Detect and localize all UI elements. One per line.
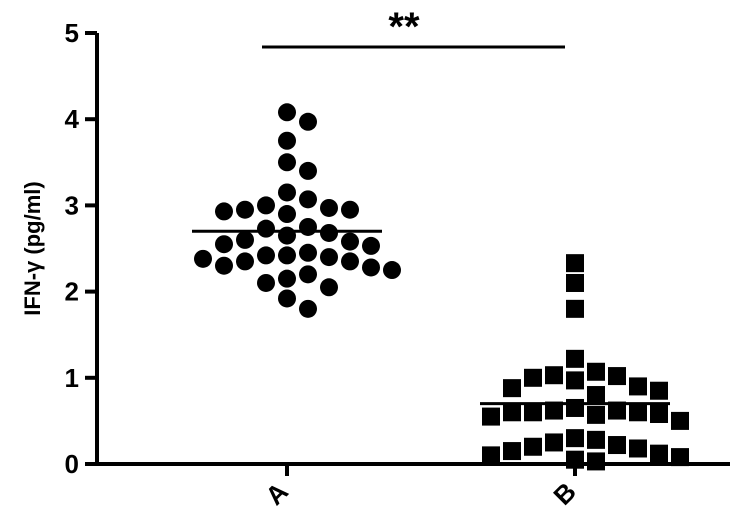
- data-point-A: [341, 252, 359, 271]
- x-tick-label: B: [547, 476, 581, 510]
- data-point-B: [587, 430, 605, 449]
- annotations: **: [262, 5, 565, 49]
- data-point-B: [524, 368, 542, 387]
- data-point-B: [503, 442, 521, 461]
- data-point-B: [566, 349, 584, 368]
- data-point-A: [278, 205, 296, 224]
- data-point-A: [320, 223, 338, 242]
- data-point-B: [608, 436, 626, 455]
- y-tick-label: 0: [65, 449, 79, 479]
- data-point-B: [503, 403, 521, 422]
- data-point-A: [383, 261, 401, 280]
- data-point-B: [587, 452, 605, 471]
- y-tick-label: 1: [65, 363, 79, 393]
- data-point-B: [566, 450, 584, 469]
- data-point-A: [299, 161, 317, 180]
- data-point-B: [671, 448, 689, 467]
- data-point-A: [194, 249, 212, 268]
- y-tick-label: 5: [65, 18, 79, 48]
- data-point-B: [545, 366, 563, 385]
- data-point-B: [545, 433, 563, 452]
- data-point-A: [299, 265, 317, 284]
- data-points: [192, 103, 689, 471]
- data-point-A: [341, 200, 359, 219]
- data-point-A: [299, 217, 317, 236]
- data-point-A: [362, 258, 380, 277]
- data-point-B: [629, 403, 647, 422]
- data-point-A: [257, 219, 275, 238]
- significance-label: **: [388, 5, 420, 49]
- data-point-B: [566, 299, 584, 318]
- data-point-B: [629, 439, 647, 458]
- x-tick-label: A: [259, 476, 294, 511]
- data-point-A: [362, 236, 380, 255]
- data-point-B: [566, 254, 584, 273]
- data-point-A: [278, 246, 296, 265]
- data-point-A: [320, 248, 338, 267]
- data-point-A: [320, 198, 338, 217]
- y-axis-title: IFN-γ (pg/ml): [20, 181, 45, 315]
- data-point-B: [587, 405, 605, 424]
- data-point-B: [482, 407, 500, 426]
- data-point-B: [524, 437, 542, 456]
- data-point-A: [278, 153, 296, 172]
- data-point-A: [278, 183, 296, 202]
- data-point-A: [278, 103, 296, 122]
- y-tick-label: 2: [65, 277, 79, 307]
- data-point-B: [650, 381, 668, 400]
- data-point-A: [215, 235, 233, 254]
- data-point-B: [524, 403, 542, 422]
- data-point-B: [566, 273, 584, 292]
- data-point-A: [278, 289, 296, 308]
- data-point-B: [566, 398, 584, 417]
- data-point-B: [650, 444, 668, 463]
- data-point-B: [587, 362, 605, 381]
- data-point-A: [257, 196, 275, 215]
- data-point-A: [236, 200, 254, 219]
- data-point-A: [257, 273, 275, 292]
- data-point-B: [482, 446, 500, 465]
- data-point-A: [236, 230, 254, 249]
- data-point-A: [341, 232, 359, 251]
- data-point-A: [299, 299, 317, 318]
- data-point-A: [278, 131, 296, 150]
- data-point-A: [257, 246, 275, 265]
- data-point-B: [587, 386, 605, 405]
- data-point-A: [299, 243, 317, 262]
- data-point-B: [608, 401, 626, 420]
- data-point-A: [236, 252, 254, 271]
- data-point-B: [650, 405, 668, 424]
- data-point-B: [608, 367, 626, 386]
- data-point-A: [320, 278, 338, 297]
- data-point-A: [299, 112, 317, 131]
- data-point-B: [566, 371, 584, 390]
- data-point-B: [503, 379, 521, 398]
- y-tick-label: 4: [65, 104, 80, 134]
- data-point-B: [671, 411, 689, 430]
- data-point-A: [278, 269, 296, 288]
- y-tick-label: 3: [65, 190, 79, 220]
- data-point-A: [215, 202, 233, 221]
- data-point-B: [629, 377, 647, 396]
- data-point-B: [545, 401, 563, 420]
- data-point-B: [566, 429, 584, 448]
- data-point-A: [215, 256, 233, 275]
- data-point-A: [278, 226, 296, 245]
- data-point-A: [299, 190, 317, 209]
